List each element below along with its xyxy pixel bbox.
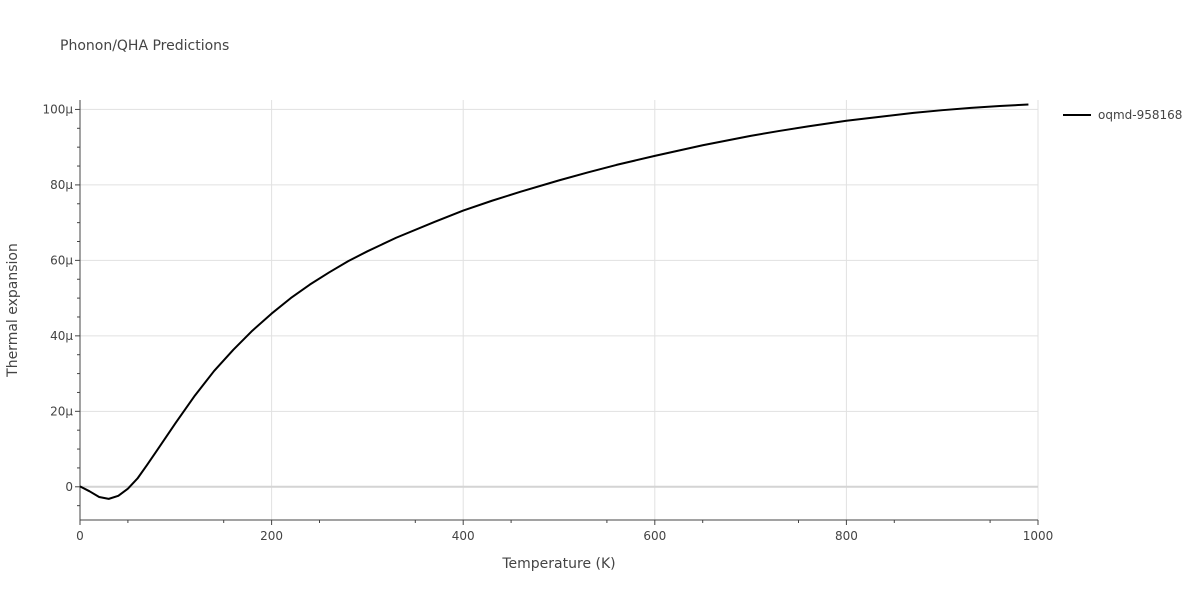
- x-tick-label: 1000: [1023, 529, 1054, 543]
- x-axis-title: Temperature (K): [501, 556, 615, 572]
- y-tick-label: 0: [65, 480, 73, 494]
- x-tick-label: 600: [643, 529, 666, 543]
- y-tick-label: 60µ: [50, 253, 73, 267]
- y-tick-label: 100µ: [42, 102, 73, 116]
- grid-lines: [80, 100, 1039, 520]
- series-layer: [79, 103, 1029, 500]
- legend[interactable]: oqmd-958168: [1063, 108, 1182, 122]
- y-tick-label: 40µ: [50, 329, 73, 343]
- y-tick-label: 20µ: [50, 404, 73, 418]
- y-tick-label: 80µ: [50, 178, 73, 192]
- x-tick-label: 800: [835, 529, 858, 543]
- axes: 0 200 400 600 800 1000 0 20µ 40µ 60µ 80µ 100µ: [42, 100, 1053, 543]
- chart-title: Phonon/QHA Predictions: [60, 38, 229, 54]
- x-tick-label: 400: [452, 529, 475, 543]
- x-tick-label: 0: [76, 529, 84, 543]
- y-axis-title: Thermal expansion: [5, 243, 21, 378]
- x-tick-label: 200: [260, 529, 283, 543]
- legend-label-oqmd-958168: oqmd-958168: [1098, 108, 1182, 122]
- series-line-oqmd-958168: [79, 103, 1029, 500]
